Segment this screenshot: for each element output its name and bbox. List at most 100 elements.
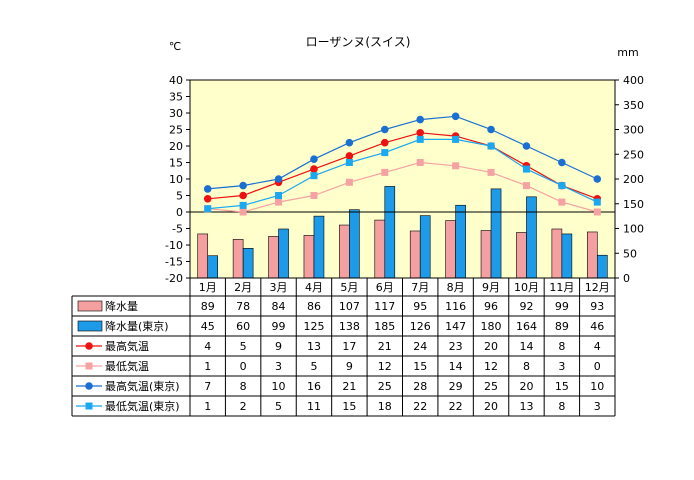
chart-title: ローザンヌ(スイス) [306,35,411,49]
table-cell-value: 10 [590,380,604,393]
legend-marker-4 [85,382,93,390]
bar-precip [374,219,386,279]
table-cell-value: 16 [307,380,321,393]
point-3 [558,198,566,206]
table-cell-value: 126 [410,320,431,333]
table-cell-value: 138 [339,320,360,333]
table-cell-value: 164 [516,320,537,333]
y-left-tick-label: 15 [169,157,183,170]
table-cell-value: 99 [555,300,569,313]
point-5 [452,135,460,143]
table-cell-value: 23 [449,340,463,353]
point-5 [381,149,389,157]
table-cell-value: 5 [240,340,247,353]
table-cell-value: 78 [236,300,250,313]
table-cell-value: 4 [594,340,601,353]
point-4 [203,185,212,193]
y-right-unit: mm [617,46,638,59]
point-3 [452,162,460,170]
table-cell-value: 20 [519,380,533,393]
table-cell-value: 116 [445,300,466,313]
table-cell-value: 147 [445,320,466,333]
table-cell-value: 11 [307,400,321,413]
month-label: 8月 [447,281,465,294]
table-cell-value: 22 [413,400,427,413]
table-cell-value: 9 [275,340,282,353]
point-3 [275,198,283,206]
y-left-tick-label: 20 [169,140,183,153]
y-right-tick-label: 250 [623,148,644,161]
table-cell-value: 89 [201,300,215,313]
bar-precip-tokyo [419,215,431,279]
table-cell-value: 14 [519,340,533,353]
point-2 [310,165,318,173]
table-cell-value: 3 [275,360,282,373]
bar-precip [445,220,456,279]
month-label: 11月 [549,281,574,294]
y-right-tick-label: 50 [623,247,637,260]
y-right-tick-label: 400 [623,74,644,87]
point-5 [239,201,247,209]
table-cell-value: 5 [275,400,282,413]
table-cell-value: 29 [449,380,463,393]
legend-swatch-0 [77,300,103,312]
month-label: 1月 [199,281,217,294]
y-left-tick-label: -15 [165,256,183,269]
point-4 [522,142,531,150]
y-left-tick-label: 0 [176,206,183,219]
table-cell-value: 12 [378,360,392,373]
point-4 [380,125,389,134]
table-cell-value: 185 [374,320,395,333]
month-label: 4月 [305,281,323,294]
bar-precip-tokyo [596,254,608,279]
point-2 [345,152,354,160]
bar-precip [339,224,350,279]
table-cell-value: 2 [240,400,247,413]
table-cell-value: 5 [310,360,317,373]
month-label: 5月 [340,281,358,294]
bar-precip [480,230,492,279]
y-right-tick-label: 350 [623,99,644,112]
table-cell-value: 96 [484,300,498,313]
table-cell-value: 15 [555,380,569,393]
table-cell-value: 0 [594,360,601,373]
bar-precip-tokyo [384,186,396,279]
point-3 [381,168,389,176]
month-label: 12月 [585,281,610,294]
bar-precip [516,232,527,279]
table-cell-value: 45 [201,320,215,333]
series-name: 最高気温 [105,339,149,353]
legend-swatch-1 [77,320,103,332]
y-left-tick-label: 40 [169,74,183,87]
point-4 [558,158,566,167]
point-3 [345,178,353,186]
table-cell-value: 93 [590,300,604,313]
series-line-4 [207,115,598,190]
month-label: 6月 [376,281,394,294]
point-4 [345,138,354,147]
bar-precip [232,239,244,279]
table-cell-value: 21 [342,380,356,393]
table-cell-value: 3 [594,400,601,413]
table-cell-value: 125 [303,320,324,333]
table-cell-value: 13 [307,340,321,353]
y-left-tick-label: 30 [169,107,183,120]
table-cell-value: 89 [555,320,569,333]
table-cell-value: 20 [484,400,498,413]
table-cell-value: 12 [484,360,498,373]
point-4 [593,175,602,183]
bar-precip [303,235,315,279]
point-2 [416,129,425,137]
bar-precip-tokyo [207,255,219,279]
table-cell-value: 15 [413,360,427,373]
point-5 [558,182,566,190]
y-right-tick-label: 100 [623,223,644,236]
month-label: 10月 [514,281,539,294]
table-cell-value: 117 [374,300,395,313]
point-4 [451,112,460,121]
table-cell-value: 99 [272,320,286,333]
table-cell-value: 13 [519,400,533,413]
table-cell-value: 3 [558,360,565,373]
point-3 [310,192,318,199]
